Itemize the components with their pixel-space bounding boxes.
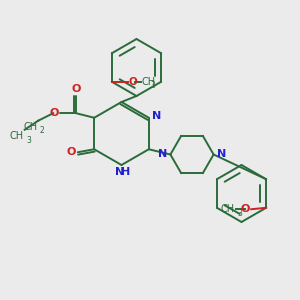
Text: O: O (241, 204, 250, 214)
Text: O: O (67, 147, 76, 157)
Text: CH: CH (142, 77, 156, 87)
Text: O: O (71, 84, 81, 94)
Text: N: N (152, 111, 161, 121)
Text: CH: CH (220, 204, 235, 214)
Text: 3: 3 (26, 136, 31, 145)
Text: O: O (129, 77, 138, 87)
Text: N: N (217, 149, 226, 159)
Text: O: O (49, 108, 58, 118)
Text: CH: CH (23, 122, 37, 132)
Text: 3: 3 (151, 81, 156, 90)
Text: CH: CH (10, 131, 24, 141)
Text: H: H (121, 167, 130, 177)
Text: N: N (158, 149, 167, 159)
Text: 3: 3 (237, 209, 242, 218)
Text: 2: 2 (40, 126, 44, 135)
Text: N: N (116, 167, 124, 177)
